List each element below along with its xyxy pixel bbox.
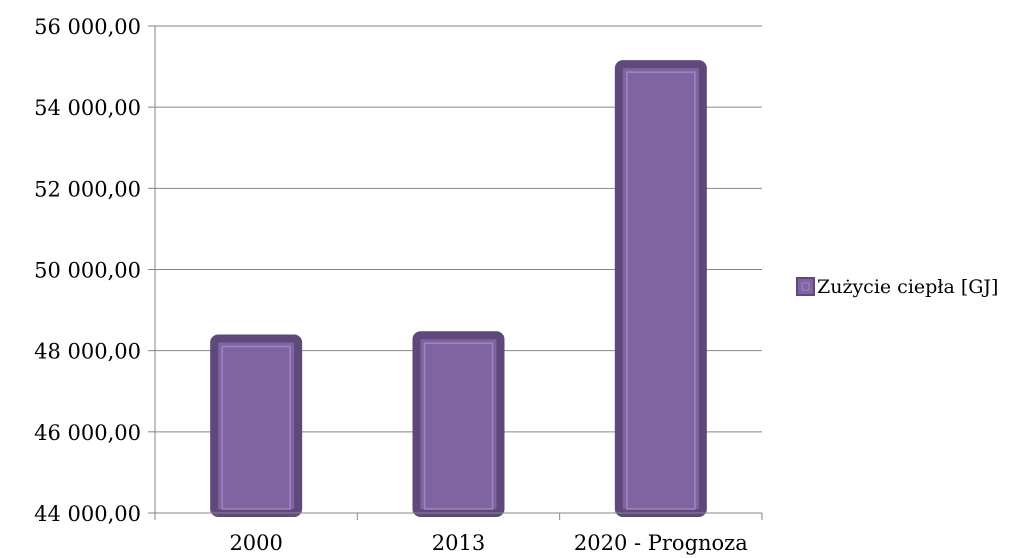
x-tick-label: 2013 [432, 531, 485, 555]
bar-inner-line [423, 342, 494, 510]
bar-body [210, 334, 303, 517]
bar [614, 60, 707, 517]
y-tick-label: 48 000,00 [34, 340, 141, 364]
y-tick-label: 52 000,00 [34, 177, 141, 201]
bar [412, 331, 505, 517]
bar-body [412, 331, 505, 517]
x-tick-label: 2020 - Prognoza [574, 531, 748, 555]
y-tick-label: 44 000,00 [34, 502, 141, 526]
y-tick-label: 50 000,00 [34, 259, 141, 283]
legend-swatch [796, 277, 815, 296]
x-axis-tick-labels: 2000 2013 2020 - Prognoza [229, 531, 747, 555]
legend: Zużycie ciepła [GJ] [796, 276, 998, 298]
y-tick-label: 54 000,00 [34, 96, 141, 120]
bar [210, 334, 303, 517]
bar-inner-line [221, 345, 291, 510]
bar-body [614, 60, 707, 517]
y-axis-tick-labels: 44 000,00 46 000,00 48 000,00 50 000,00 52 0… [34, 15, 141, 526]
y-tick-label: 56 000,00 [34, 15, 141, 39]
bars [210, 60, 707, 517]
legend-label: Zużycie ciepła [GJ] [817, 276, 998, 298]
bar-inner-line [626, 71, 696, 510]
y-tick-label: 46 000,00 [34, 421, 141, 445]
legend-swatch-inner [801, 282, 810, 291]
x-tick-label: 2000 [229, 531, 282, 555]
